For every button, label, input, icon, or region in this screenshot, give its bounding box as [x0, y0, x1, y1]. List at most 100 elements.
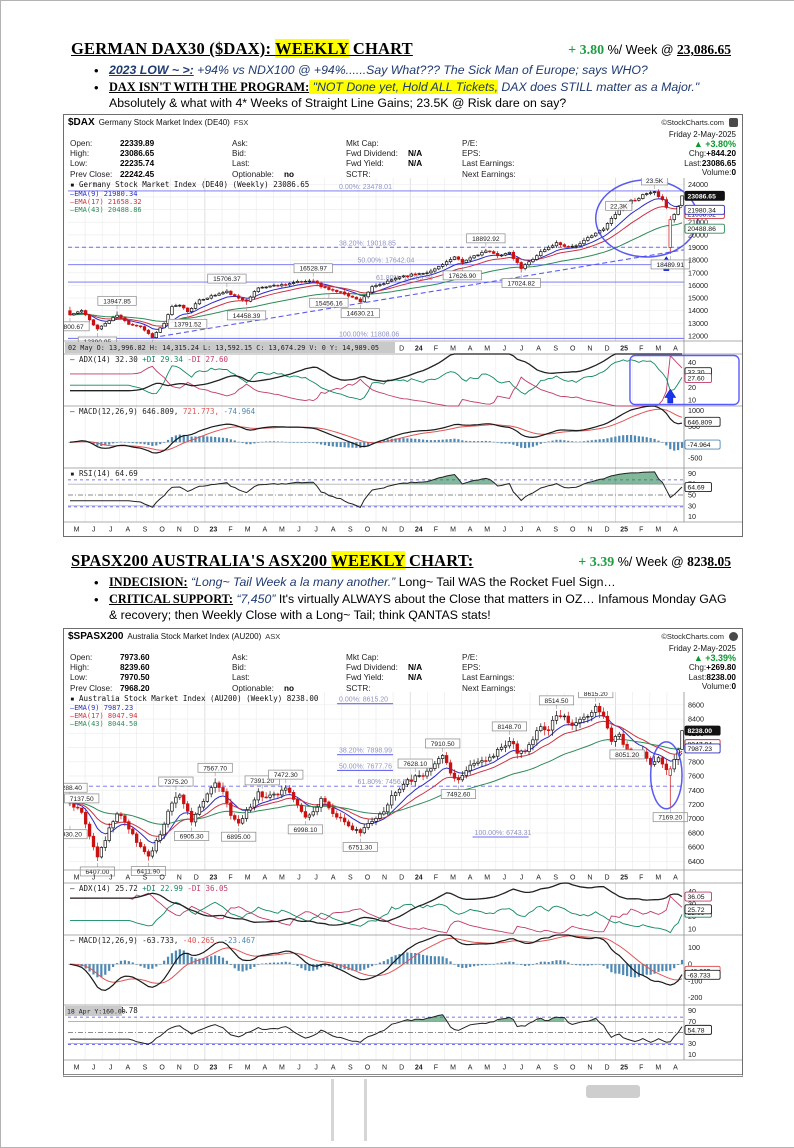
quote-date: Friday 2-May-2025 [668, 644, 736, 653]
price-tick: 8600 [688, 700, 704, 709]
svg-text:F: F [639, 527, 643, 534]
svg-text:—EMA(9) 7987.23: —EMA(9) 7987.23 [70, 704, 133, 712]
svg-text:A: A [468, 346, 473, 353]
svg-text:A: A [262, 527, 267, 534]
svg-text:— ADX(14) 32.30 +DI 29.34 -DI: — ADX(14) 32.30 +DI 29.34 -DI 27.60 [70, 355, 229, 364]
quote-stat: Last: 23086.65 [684, 158, 736, 168]
value-box [684, 1024, 712, 1035]
svg-text:M: M [484, 346, 490, 353]
svg-text:13791.52: 13791.52 [174, 321, 202, 328]
asx-chart-area[interactable]: 0.00%: 8615.20 38.20%: 7898.99 50.00%: 767… [64, 692, 742, 1074]
svg-text:-63.733: -63.733 [688, 972, 711, 979]
quote-column: Open: 22339.89 High: 23086.65 Low: 22235.74 Pr… [70, 139, 154, 180]
svg-text:D: D [399, 346, 404, 353]
svg-text:6411.90: 6411.90 [137, 869, 161, 876]
fib-label: 100.00%: 11808.06 [339, 331, 399, 338]
svg-text:— MACD(12,26,9) -63.733, -40.2: — MACD(12,26,9) -63.733, -40.265, -23.46… [70, 936, 255, 945]
adx-highlight-box [629, 354, 740, 406]
svg-text:— MACD(12,26,9) 646.809, 721.7: — MACD(12,26,9) 646.809, 721.773, -74.96… [70, 407, 256, 416]
svg-text:24: 24 [415, 875, 423, 882]
quote-value: N/A [408, 149, 423, 159]
svg-text:J: J [314, 1065, 318, 1072]
svg-text:6895.00: 6895.00 [227, 834, 251, 841]
quote-column: Open: 7973.60 High: 8239.60 Low: 7970.50 Prev … [70, 653, 150, 694]
price-tick: 24000 [688, 180, 708, 189]
svg-text:100: 100 [688, 943, 700, 952]
svg-text:23: 23 [210, 527, 218, 534]
value-box [684, 482, 712, 493]
svg-text:O: O [159, 1065, 165, 1072]
candles [68, 189, 684, 339]
quote-value: no [284, 683, 295, 693]
asx-title: SPASX200 AUSTRALIA'S ASX200 WEEKLY CHART… [71, 551, 474, 570]
svg-text:10: 10 [688, 924, 696, 933]
svg-text:—EMA(9) 21980.34: —EMA(9) 21980.34 [70, 190, 137, 198]
svg-text:23: 23 [210, 1065, 218, 1072]
svg-text:7391.20: 7391.20 [250, 778, 274, 785]
quote-label: Fwd Dividend: [346, 663, 398, 673]
svg-text:25: 25 [620, 1065, 628, 1072]
quote-value: 23086.65 [120, 149, 155, 159]
svg-text:-100: -100 [688, 976, 702, 985]
svg-text:D: D [604, 527, 609, 534]
svg-text:15456.16: 15456.16 [315, 300, 343, 307]
svg-text:F: F [434, 346, 438, 353]
svg-text:70: 70 [688, 1017, 696, 1026]
quote-label: High: [70, 149, 90, 159]
macd-panel: 1000500-500— MACD(12,26,9) 646.809, 721.… [68, 405, 704, 462]
dax-chart-area[interactable]: 0.00%: 23478.01 38.20%: 19018.85 50.00%: 1… [64, 178, 742, 536]
quote-column: Mkt Cap: Fwd Dividend: N/A Fwd Yield: N/A SCT… [346, 653, 422, 694]
svg-text:7375.20: 7375.20 [164, 779, 188, 786]
quote-right-column: Friday 2-May-2025 ▲ +3.39% Chg: +269.80 Las… [669, 644, 736, 692]
svg-text:24: 24 [415, 346, 423, 353]
svg-text:▪ RSI(14) 64.69: ▪ RSI(14) 64.69 [70, 469, 138, 478]
svg-text:—EMA(43) 8044.50: —EMA(43) 8044.50 [70, 720, 137, 728]
svg-text:13947.85: 13947.85 [103, 298, 131, 305]
svg-text:S: S [143, 1065, 148, 1072]
svg-text:J: J [314, 875, 318, 882]
stockcharts-credit: ©StockCharts.com [661, 118, 724, 127]
quote-label: Last Earnings: [462, 159, 515, 169]
svg-text:25: 25 [620, 527, 628, 534]
svg-text:6751.30: 6751.30 [348, 844, 372, 851]
svg-text:18892.92: 18892.92 [472, 236, 500, 243]
asx-bullets: INDECISION: “Long~ Tail Week a la many a… [71, 574, 731, 624]
quote-label: Last: [232, 159, 250, 169]
svg-text:M: M [450, 527, 456, 534]
svg-text:90: 90 [688, 469, 696, 478]
quote-label: Mkt Cap: [346, 139, 379, 148]
svg-text:6905.30: 6905.30 [180, 834, 204, 841]
quote-value: 22235.74 [120, 159, 155, 169]
svg-text:— ADX(14) 25.72 +DI 22.99 -DI: — ADX(14) 25.72 +DI 22.99 -DI 36.05 [70, 884, 228, 893]
svg-text:M: M [484, 527, 490, 534]
dax-chart-header: $DAX Germany Stock Market Index (DE40) F… [64, 115, 742, 129]
svg-text:▪ Germany Stock Market Index (: ▪ Germany Stock Market Index (DE40) (Wee… [70, 180, 309, 189]
svg-text:15706.37: 15706.37 [213, 276, 241, 283]
svg-text:S: S [348, 875, 353, 882]
svg-text:A: A [673, 1065, 678, 1072]
bullet-item: DAX ISN'T WITH THE PROGRAM: "NOT Done ye… [94, 79, 731, 111]
svg-text:M: M [279, 1065, 285, 1072]
svg-text:J: J [297, 527, 301, 534]
svg-text:A: A [331, 527, 336, 534]
quote-value: no [284, 169, 295, 179]
bullet-text-navy: “7,450” [233, 592, 276, 607]
svg-text:13800.67: 13800.67 [64, 324, 84, 331]
svg-text:F: F [228, 527, 232, 534]
bullet-text-rest: Long~ Tail WAS the Rocket Fuel Sign… [395, 575, 616, 589]
svg-text:O: O [570, 875, 576, 882]
svg-text:17626.90: 17626.90 [449, 273, 477, 280]
price-tick: 17000 [688, 268, 708, 277]
quote-label: Mkt Cap: [346, 653, 379, 662]
bullet-text-lead: CRITICAL SUPPORT: [109, 592, 234, 607]
svg-text:O: O [159, 527, 165, 534]
svg-text:M: M [655, 1065, 661, 1072]
quote-label: Prev Close: [70, 683, 113, 693]
watermark-lines [331, 1079, 367, 1141]
bullet-text-navy: DAX does STILL matter as a Major." [498, 80, 700, 95]
svg-text:D: D [399, 875, 404, 882]
svg-text:25.72: 25.72 [688, 907, 705, 914]
svg-text:1000: 1000 [688, 406, 704, 415]
svg-text:D: D [604, 875, 609, 882]
svg-text:A: A [331, 875, 336, 882]
